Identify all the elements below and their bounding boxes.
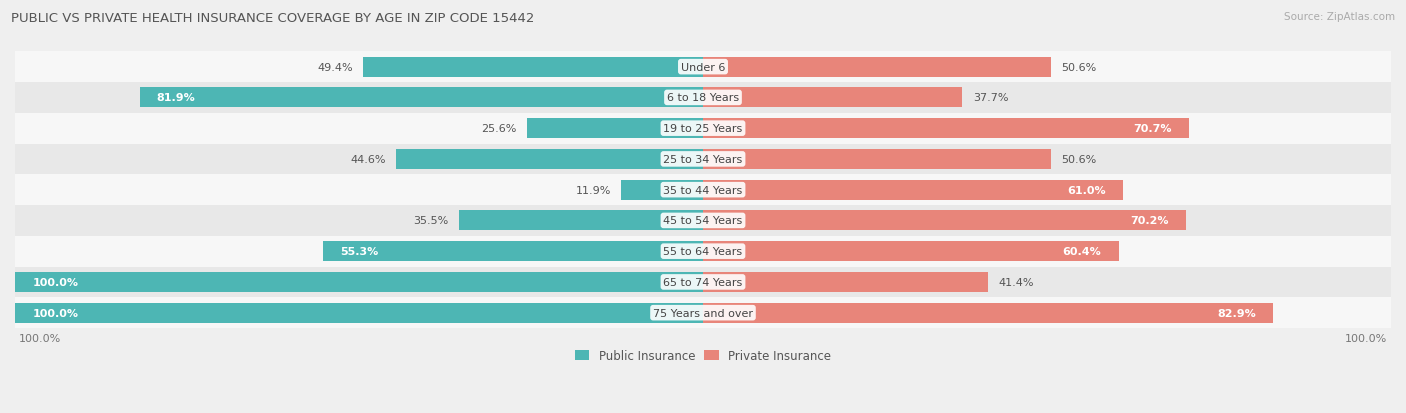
- Text: 82.9%: 82.9%: [1218, 308, 1256, 318]
- Text: 60.4%: 60.4%: [1063, 247, 1101, 256]
- Bar: [621, 180, 703, 200]
- Bar: [15, 144, 1391, 175]
- Text: 25 to 34 Years: 25 to 34 Years: [664, 154, 742, 164]
- Text: 37.7%: 37.7%: [973, 93, 1008, 103]
- Text: 44.6%: 44.6%: [350, 154, 385, 164]
- Text: PUBLIC VS PRIVATE HEALTH INSURANCE COVERAGE BY AGE IN ZIP CODE 15442: PUBLIC VS PRIVATE HEALTH INSURANCE COVER…: [11, 12, 534, 25]
- Bar: [703, 303, 1274, 323]
- Bar: [703, 150, 1052, 169]
- Text: 100.0%: 100.0%: [1346, 333, 1388, 343]
- Text: Source: ZipAtlas.com: Source: ZipAtlas.com: [1284, 12, 1395, 22]
- Bar: [15, 114, 1391, 144]
- Text: Under 6: Under 6: [681, 62, 725, 72]
- Bar: [15, 206, 1391, 236]
- Bar: [458, 211, 703, 231]
- Text: 81.9%: 81.9%: [156, 93, 195, 103]
- Text: 75 Years and over: 75 Years and over: [652, 308, 754, 318]
- Bar: [15, 267, 1391, 298]
- Text: 100.0%: 100.0%: [32, 308, 79, 318]
- Text: 100.0%: 100.0%: [32, 277, 79, 287]
- Bar: [703, 57, 1052, 78]
- Bar: [703, 211, 1187, 231]
- Bar: [703, 119, 1189, 139]
- Text: 50.6%: 50.6%: [1062, 154, 1097, 164]
- Bar: [139, 88, 703, 108]
- Bar: [322, 242, 703, 261]
- Text: 35 to 44 Years: 35 to 44 Years: [664, 185, 742, 195]
- Bar: [703, 180, 1122, 200]
- Bar: [363, 57, 703, 78]
- Text: 55.3%: 55.3%: [340, 247, 378, 256]
- Bar: [703, 272, 988, 292]
- Text: 100.0%: 100.0%: [18, 333, 60, 343]
- Bar: [15, 52, 1391, 83]
- Text: 55 to 64 Years: 55 to 64 Years: [664, 247, 742, 256]
- Text: 65 to 74 Years: 65 to 74 Years: [664, 277, 742, 287]
- Text: 6 to 18 Years: 6 to 18 Years: [666, 93, 740, 103]
- Text: 25.6%: 25.6%: [481, 124, 516, 134]
- Bar: [15, 272, 703, 292]
- Bar: [15, 175, 1391, 206]
- Bar: [15, 298, 1391, 328]
- Text: 49.4%: 49.4%: [318, 62, 353, 72]
- Text: 70.7%: 70.7%: [1133, 124, 1173, 134]
- Text: 11.9%: 11.9%: [575, 185, 610, 195]
- Legend: Public Insurance, Private Insurance: Public Insurance, Private Insurance: [571, 344, 835, 367]
- Text: 41.4%: 41.4%: [998, 277, 1033, 287]
- Bar: [15, 236, 1391, 267]
- Bar: [15, 83, 1391, 114]
- Bar: [396, 150, 703, 169]
- Text: 50.6%: 50.6%: [1062, 62, 1097, 72]
- Bar: [527, 119, 703, 139]
- Bar: [703, 88, 962, 108]
- Text: 35.5%: 35.5%: [413, 216, 449, 226]
- Text: 61.0%: 61.0%: [1067, 185, 1105, 195]
- Bar: [703, 242, 1119, 261]
- Bar: [15, 303, 703, 323]
- Text: 19 to 25 Years: 19 to 25 Years: [664, 124, 742, 134]
- Text: 70.2%: 70.2%: [1130, 216, 1168, 226]
- Text: 45 to 54 Years: 45 to 54 Years: [664, 216, 742, 226]
